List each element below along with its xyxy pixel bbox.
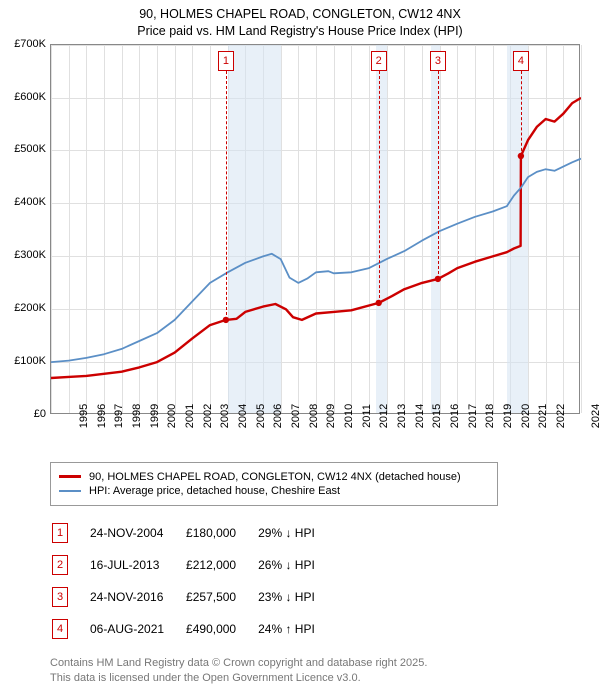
table-row: 3 24-NOV-2016£257,50023% ↓ HPI xyxy=(52,582,335,612)
series-line-hpi xyxy=(51,158,581,362)
sale-marker-1: 1 xyxy=(218,51,234,71)
sale-id-cell: 3 xyxy=(52,582,88,612)
sale-price: £490,000 xyxy=(186,614,256,644)
sale-price: £257,500 xyxy=(186,582,256,612)
sale-delta: 29% ↓ HPI xyxy=(258,518,335,548)
sale-marker-line xyxy=(521,71,522,156)
sale-id-box: 1 xyxy=(52,523,68,543)
title-line-1: 90, HOLMES CHAPEL ROAD, CONGLETON, CW12 … xyxy=(0,6,600,23)
x-tick-label: 2022 xyxy=(527,404,567,428)
x-axis: 1995199619971998199920002001200220032004… xyxy=(50,416,580,476)
legend-label: HPI: Average price, detached house, Ches… xyxy=(89,485,340,497)
sale-delta: 26% ↓ HPI xyxy=(258,550,335,580)
sale-price: £180,000 xyxy=(186,518,256,548)
sale-date: 16-JUL-2013 xyxy=(90,550,184,580)
sale-id-box: 3 xyxy=(52,587,68,607)
sale-marker-line xyxy=(438,71,439,279)
sale-date: 24-NOV-2004 xyxy=(90,518,184,548)
sale-id-box: 2 xyxy=(52,555,68,575)
table-row: 4 06-AUG-2021£490,00024% ↑ HPI xyxy=(52,614,335,644)
table-row: 1 24-NOV-2004£180,00029% ↓ HPI xyxy=(52,518,335,548)
sale-id-cell: 2 xyxy=(52,550,88,580)
sale-marker-3: 3 xyxy=(430,51,446,71)
y-tick-label: £200K xyxy=(14,302,46,314)
sale-marker-line xyxy=(226,71,227,320)
chart-title: 90, HOLMES CHAPEL ROAD, CONGLETON, CW12 … xyxy=(0,0,600,44)
chart-area: 1234 £0£100K£200K£300K£400K£500K£600K£70… xyxy=(50,44,580,414)
y-tick-label: £0 xyxy=(34,408,46,420)
legend-swatch xyxy=(59,490,81,492)
series-line-price_paid xyxy=(51,98,581,378)
y-tick-label: £600K xyxy=(14,91,46,103)
sale-date: 06-AUG-2021 xyxy=(90,614,184,644)
sale-marker-line xyxy=(379,71,380,303)
plot-area: 1 2 3 4 xyxy=(50,44,580,414)
y-tick-label: £700K xyxy=(14,38,46,50)
y-tick-label: £500K xyxy=(14,143,46,155)
sale-id-box: 4 xyxy=(52,619,68,639)
sale-price: £212,000 xyxy=(186,550,256,580)
y-tick-label: £100K xyxy=(14,355,46,367)
sale-date: 24-NOV-2016 xyxy=(90,582,184,612)
attribution-line: This data is licensed under the Open Gov… xyxy=(50,671,600,686)
chart-container: 90, HOLMES CHAPEL ROAD, CONGLETON, CW12 … xyxy=(0,0,600,691)
attribution-line: Contains HM Land Registry data © Crown c… xyxy=(50,656,600,671)
sale-marker-4: 4 xyxy=(513,51,529,71)
y-axis: £0£100K£200K£300K£400K£500K£600K£700K xyxy=(2,44,48,414)
title-line-2: Price paid vs. HM Land Registry's House … xyxy=(0,23,600,40)
sale-marker-2: 2 xyxy=(371,51,387,71)
sale-id-cell: 4 xyxy=(52,614,88,644)
sale-delta: 23% ↓ HPI xyxy=(258,582,335,612)
y-tick-label: £400K xyxy=(14,196,46,208)
series-svg xyxy=(51,45,581,415)
sale-delta: 24% ↑ HPI xyxy=(258,614,335,644)
attribution: Contains HM Land Registry data © Crown c… xyxy=(50,656,600,691)
legend-item: HPI: Average price, detached house, Ches… xyxy=(59,485,489,497)
gridline-v xyxy=(581,45,582,413)
x-tick-label: 2025 xyxy=(580,404,600,428)
y-tick-label: £300K xyxy=(14,249,46,261)
sales-table: 1 24-NOV-2004£180,00029% ↓ HPI 2 16-JUL-201… xyxy=(50,516,337,646)
table-row: 2 16-JUL-2013£212,00026% ↓ HPI xyxy=(52,550,335,580)
sale-id-cell: 1 xyxy=(52,518,88,548)
